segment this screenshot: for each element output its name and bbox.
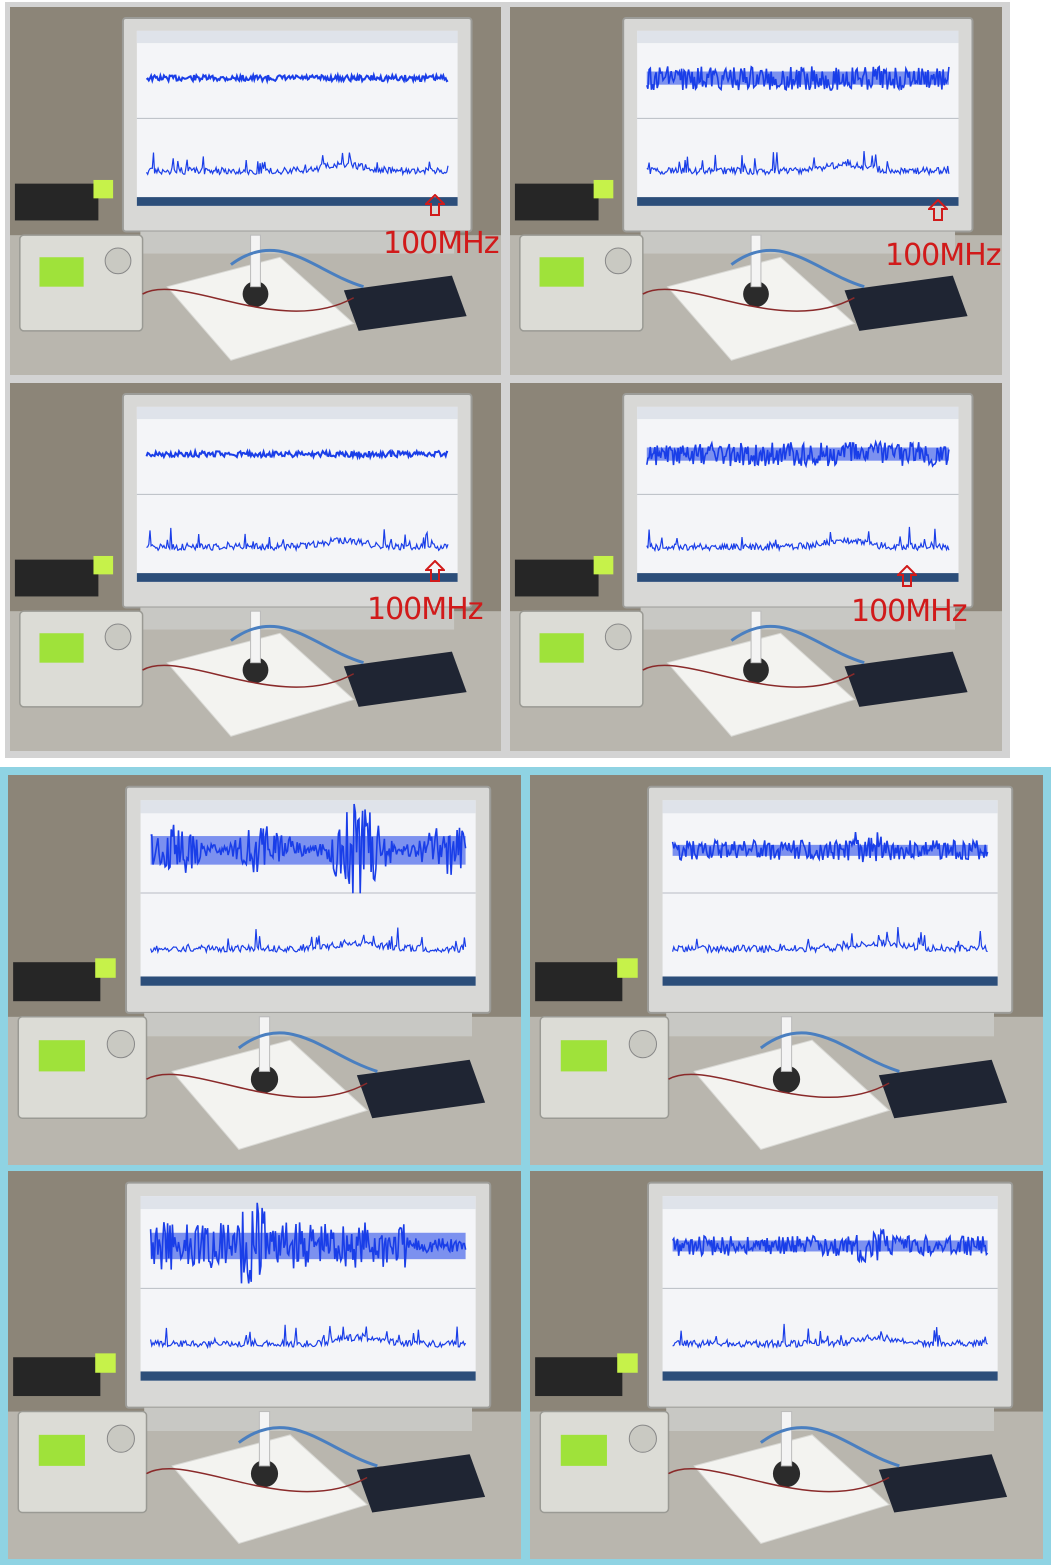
up-arrow-icon <box>897 565 917 587</box>
frequency-label: 100MHz <box>851 594 967 629</box>
photo-scene <box>8 1171 521 1559</box>
photo-bottom-4 <box>530 1171 1043 1559</box>
photo-top-3 <box>10 383 501 751</box>
photo-top-4 <box>510 383 1002 751</box>
photo-top-2 <box>510 7 1002 375</box>
photo-scene <box>530 1171 1043 1559</box>
photo-bottom-3 <box>8 1171 521 1559</box>
photo-scene <box>8 775 521 1165</box>
up-arrow-icon <box>425 194 445 216</box>
photo-scene <box>510 7 1002 375</box>
photo-scene <box>530 775 1043 1165</box>
photo-scene <box>10 7 501 375</box>
frequency-label: 100MHz <box>367 592 483 627</box>
top-photo-grid: 100MHz 100MHz 100MHz 100MHz <box>5 2 1010 758</box>
frequency-label: 100MHz <box>383 226 499 261</box>
photo-bottom-2 <box>530 775 1043 1165</box>
photo-scene <box>10 383 501 751</box>
frequency-label: 100MHz <box>885 238 1001 273</box>
up-arrow-icon <box>928 199 948 221</box>
photo-bottom-1 <box>8 775 521 1165</box>
photo-top-1 <box>10 7 501 375</box>
photo-scene <box>510 383 1002 751</box>
up-arrow-icon <box>425 560 445 582</box>
bottom-photo-grid <box>0 767 1051 1565</box>
